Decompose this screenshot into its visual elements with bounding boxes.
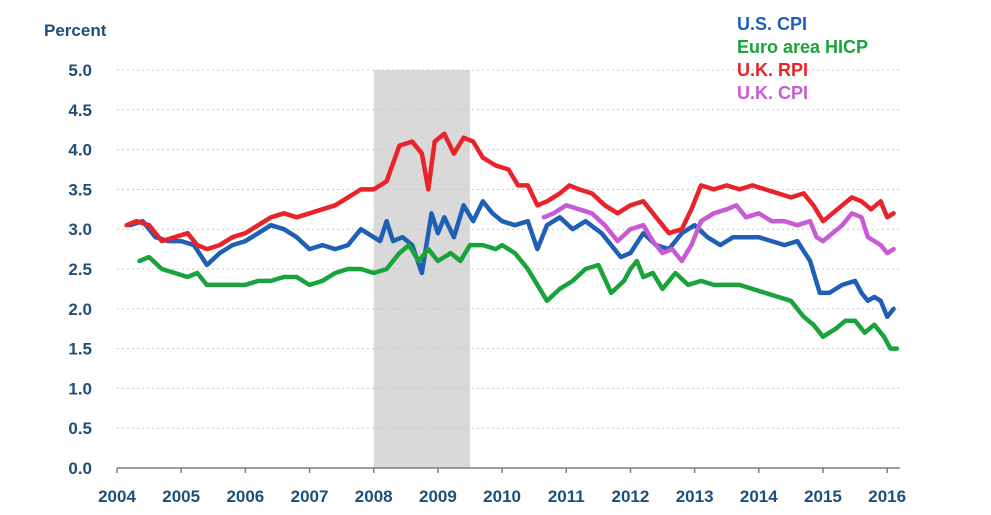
x-tick-label: 2016	[868, 487, 906, 506]
legend-entry: U.S. CPI	[737, 14, 807, 34]
x-tick-label: 2010	[483, 487, 521, 506]
series-line-u-k-cpi	[541, 203, 896, 264]
x-tick-label: 2012	[612, 487, 650, 506]
x-tick-label: 2007	[291, 487, 329, 506]
series-line-u-k-rpi	[124, 131, 896, 252]
y-tick-label: 2.0	[68, 300, 92, 319]
legend-entry: U.K. RPI	[737, 60, 808, 80]
series-line-euro-area-hicp	[137, 242, 900, 351]
series-lines	[124, 131, 900, 351]
x-tick-label: 2008	[355, 487, 393, 506]
y-tick-label: 2.5	[68, 260, 92, 279]
legend-entry: U.K. CPI	[737, 83, 808, 103]
x-tick-label: 2015	[804, 487, 842, 506]
y-tick-label: 0.0	[68, 459, 92, 478]
x-tick-label: 2006	[226, 487, 264, 506]
series-line-u-s-cpi	[127, 199, 896, 320]
y-tick-label: 1.0	[68, 379, 92, 398]
y-tick-label: 4.5	[68, 101, 92, 120]
x-tick-label: 2005	[162, 487, 200, 506]
y-tick-labels: 0.0 0.5 1.0 1.5 2.0 2.5 3.0 3.5 4.0 4.5 5.0	[68, 61, 92, 478]
x-tick-label: 2004	[98, 487, 136, 506]
y-tick-label: 3.5	[68, 180, 92, 199]
x-tick-label: 2011	[548, 487, 585, 506]
x-tick-label: 2009	[419, 487, 457, 506]
legend-entry: Euro area HICP	[737, 37, 868, 57]
legend: U.S. CPI Euro area HICP U.K. RPI U.K. CPI	[737, 14, 868, 103]
x-tick-label: 2013	[676, 487, 714, 506]
y-tick-label: 3.0	[68, 220, 92, 239]
x-tick-labels: 2004 2005 2006 2007 2008 2009 2010 2011 2012 2013…	[98, 468, 906, 506]
y-tick-label: 1.5	[68, 340, 92, 359]
y-tick-label: 4.0	[68, 141, 92, 160]
x-tick-label: 2014	[740, 487, 778, 506]
y-tick-label: 5.0	[68, 61, 92, 80]
y-axis-label: Percent	[44, 21, 107, 40]
y-tick-label: 0.5	[68, 419, 92, 438]
gridlines	[117, 69, 900, 429]
